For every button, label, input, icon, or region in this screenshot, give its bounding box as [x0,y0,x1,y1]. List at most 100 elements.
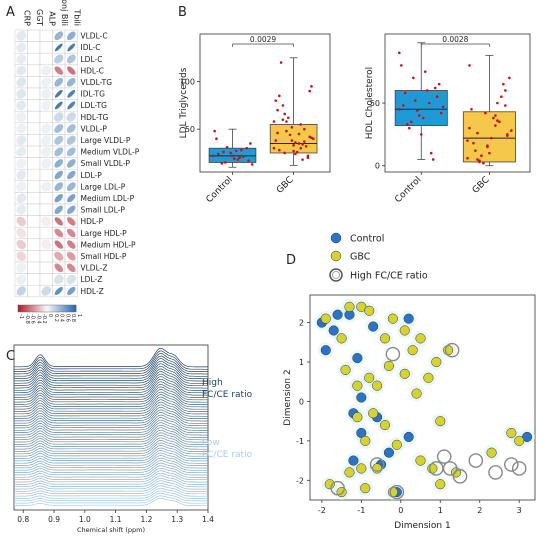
data-point [281,118,285,121]
spectrum-line [14,401,208,417]
data-point [407,126,411,130]
gbc-point [435,416,446,427]
heatmap-row-label: LDL-C [81,55,103,64]
gbc-point [407,345,418,356]
control-point [403,431,414,442]
heatmap-cell [27,250,41,263]
control-point [368,321,379,332]
colorbar-segment [71,305,74,312]
data-point [286,116,290,120]
heatmap-row-label: LDL-P [81,171,103,180]
spectrum-line [14,355,208,375]
spectrum-line [14,373,208,391]
heatmap-ellipse [41,146,52,157]
colorbar-segment [38,305,41,312]
y-tick-label: -1 [296,437,304,446]
data-point [283,112,286,116]
x-tick-label: Control [393,175,423,205]
heatmap-cell [39,261,53,274]
heatmap-ellipse [41,239,52,250]
heatmap-ellipse [16,262,27,273]
colorbar-tick-label: 0 [47,314,53,317]
spectrum-line [14,440,208,452]
x-tick-label: 1.2 [140,515,152,524]
data-point [304,145,308,148]
x-tick-label: GBC [471,175,492,196]
data-point [484,111,487,115]
gbc-point [399,368,410,379]
spectrum-line [14,360,208,380]
x-tick-label: 3 [517,506,522,515]
y-axis-label: HDL Cholesterol [365,67,375,139]
heatmap-ellipse [16,239,26,250]
data-point [276,131,279,135]
colorbar-tick-label: 1 [76,314,82,317]
legend-marker-ring [329,268,343,282]
control-point [356,392,367,403]
gbc-point [486,447,497,458]
data-point [213,129,216,133]
colorbar-segment [73,305,75,312]
data-point [285,120,288,123]
data-point [231,154,234,158]
spectrum-line [14,353,208,372]
spectra-frame [13,344,209,511]
data-point [297,142,301,145]
colorbar-segment [58,305,61,312]
spectrum-line [14,492,208,502]
colorbar-segment [23,305,26,312]
data-point [285,129,288,133]
heatmap-row-label: Large HDL-P [81,229,128,238]
gbc-point [372,463,383,474]
spectrum-line [14,363,208,382]
colorbar-segment [35,305,38,312]
spectrum-line [14,447,208,459]
gbc-point [443,345,454,356]
spectrum-line [14,487,208,497]
data-point [240,148,243,152]
spectrum-line [14,475,208,485]
heatmap-ellipse [41,123,52,134]
heatmap-row-label: LDL-TG [81,101,108,110]
colorbar-segment [51,305,54,312]
data-point [502,82,505,86]
heatmap-ellipse [41,88,52,99]
heatmap-row-label: HDL-C [81,66,104,75]
data-point [247,159,250,162]
colorbar-segment [42,305,45,312]
heatmap-column-label: GGT [35,9,44,26]
spectrum-line [14,412,208,427]
heatmap-ellipse [54,228,64,238]
colorbar-tick-label: -0.8 [24,314,30,324]
box [394,90,448,126]
heatmap-column-label: Conj Bili [60,0,69,26]
data-point [297,132,301,136]
heatmap-cell [27,284,41,298]
data-point [498,120,501,124]
y-tick-label: 0 [375,162,380,171]
heatmap-ellipse [66,124,76,134]
y-tick-label: 2 [299,319,304,328]
legend-label: GBC [350,252,371,263]
high-ratio-ring [369,457,385,472]
gbc-point [324,479,335,490]
heatmap-cell [39,192,53,205]
colorbar-segment [67,305,70,312]
y-tick-label: 1 [299,358,304,367]
data-point [425,89,429,92]
heatmap-ellipse [66,274,77,285]
spectrum-line [14,495,208,504]
data-point [427,101,431,105]
heatmap-cell [27,76,41,89]
data-point [500,95,503,99]
colorbar-tick-label: 0.4 [59,314,65,322]
heatmap-ellipse [54,217,63,226]
data-point [409,120,413,124]
data-point [398,107,401,111]
heatmap-ellipse [54,147,64,157]
p-value: 0.0029 [250,35,276,44]
data-point [402,104,405,107]
heatmap-cell [27,157,41,170]
gbc-point [364,372,375,383]
data-point [236,158,240,161]
